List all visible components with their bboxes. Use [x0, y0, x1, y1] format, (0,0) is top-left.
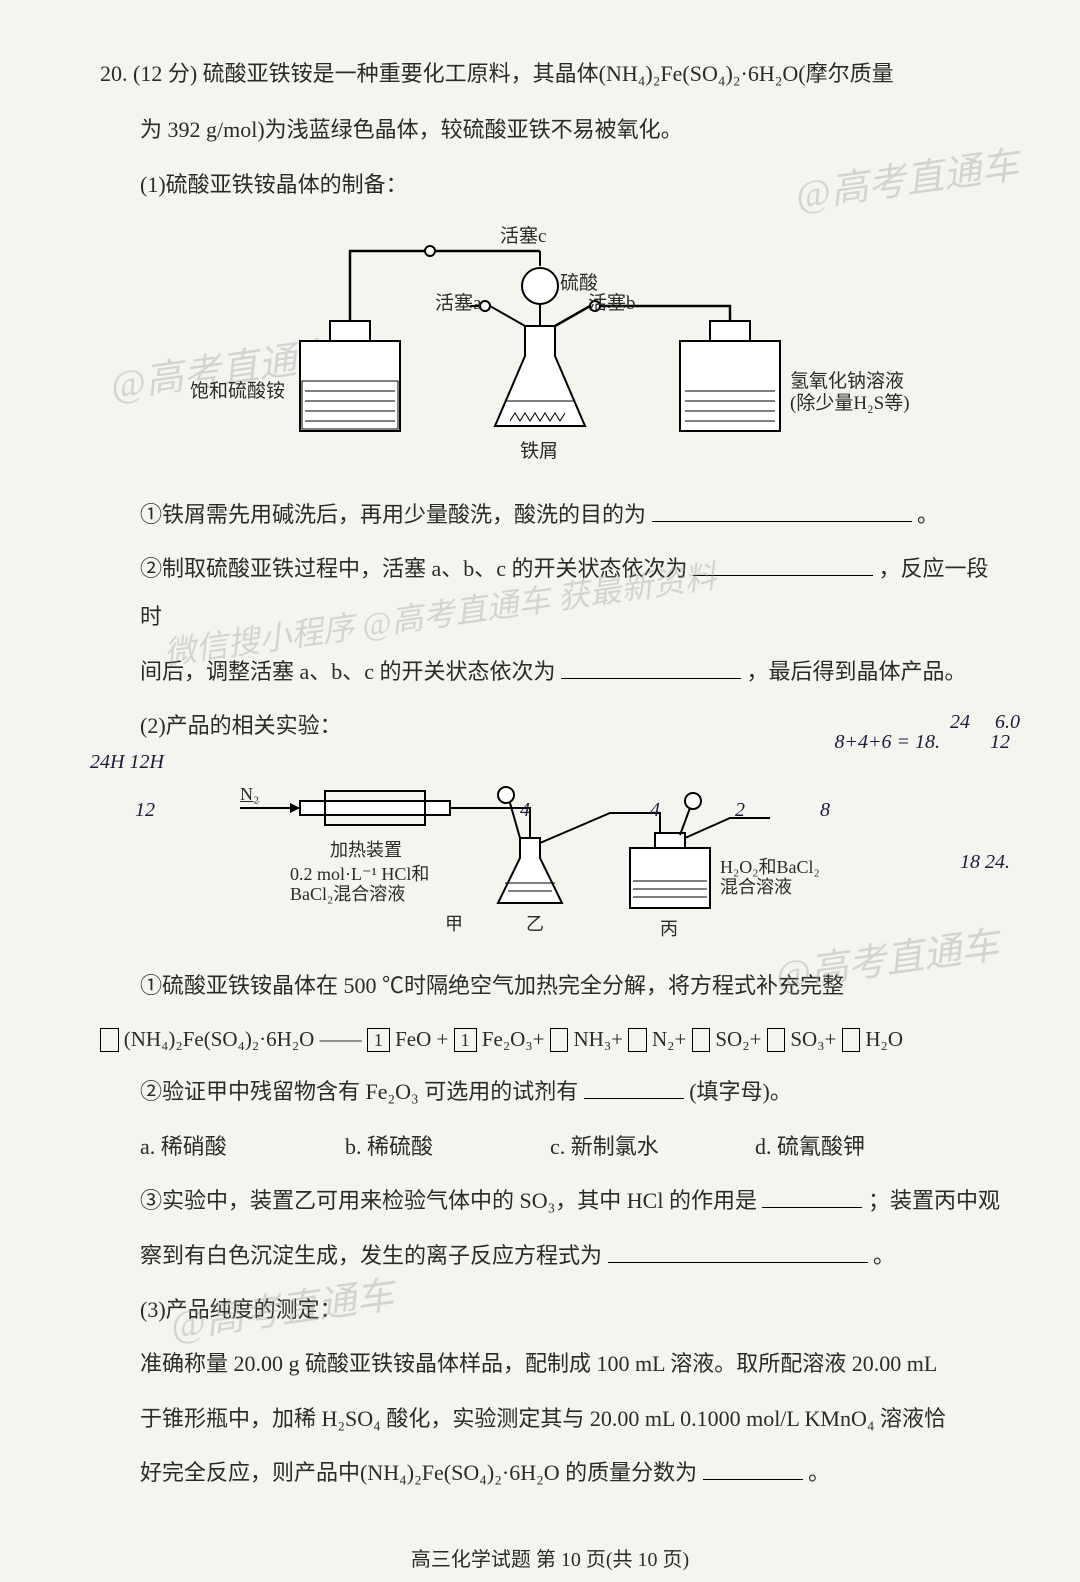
blank[interactable]	[703, 1479, 803, 1480]
text: ②制取硫酸亚铁过程中，活塞 a、b、c 的开关状态依次为	[140, 556, 688, 581]
text: 好完全反应，则产品中(NH₄)₂Fe(SO₄)₂·6H₂O 的质量分数为	[140, 1460, 697, 1485]
part1-item2a: ②制取硫酸亚铁过程中，活塞 a、b、c 的开关状态依次为 ，反应一段时	[100, 545, 1000, 642]
handwriting: 18 24.	[960, 840, 1010, 884]
handwriting: 4	[520, 788, 530, 832]
label-v1: 甲	[445, 905, 463, 945]
text: ；装置丙中观	[868, 1188, 1000, 1213]
eq-n2: N₂+	[652, 1027, 686, 1051]
text: ，最后得到晶体产品。	[747, 659, 967, 684]
text: 。	[808, 1460, 830, 1485]
handwriting: 24	[950, 700, 970, 744]
part1-item1: ①铁屑需先用碱洗后，再用少量酸洗，酸洗的目的为 。	[100, 491, 1000, 539]
label-stopper-b: 活塞b	[588, 283, 636, 325]
handwriting: 12	[135, 788, 155, 832]
eq-h2o: H₂O	[865, 1027, 903, 1051]
label-right-bottle2: (除少量H₂S等)	[790, 383, 910, 425]
coef-box[interactable]	[767, 1028, 786, 1052]
label-dropper1b: BaCl₂混合溶液	[290, 875, 405, 915]
blank[interactable]	[584, 1098, 684, 1099]
label-iron: 铁屑	[520, 431, 558, 473]
q-intro2: 为 392 g/mol)为浅蓝绿色晶体，较硫酸亚铁不易被氧化。	[100, 106, 1000, 154]
label-stopper-c: 活塞c	[500, 216, 546, 258]
eq-feo: FeO +	[395, 1027, 448, 1051]
part2-item1: ①硫酸亚铁铵晶体在 500 ℃时隔绝空气加热完全分解，将方程式补充完整	[100, 962, 1000, 1010]
coef-box[interactable]: 1	[454, 1028, 477, 1052]
handwriting: 8	[820, 788, 830, 832]
blank[interactable]	[762, 1207, 862, 1208]
label-left-bottle: 饱和硫酸铵	[190, 371, 285, 413]
equation: (NH₄)₂Fe(SO₄)₂·6H₂O —— 1 FeO + 1 Fe₂O₃+ …	[100, 1016, 1000, 1062]
coef-box[interactable]: 1	[367, 1028, 390, 1052]
part3-title: (3)产品纯度的测定：	[100, 1286, 1000, 1334]
part3-line1: 准确称量 20.00 g 硫酸亚铁铵晶体样品，配制成 100 mL 溶液。取所配…	[100, 1340, 1000, 1388]
option-b: b. 稀硫酸	[345, 1123, 550, 1171]
text: ①铁屑需先用碱洗后，再用少量酸洗，酸洗的目的为	[140, 502, 646, 527]
eq-lhs: (NH₄)₂Fe(SO₄)₂·6H₂O ——	[124, 1027, 362, 1051]
handwriting: 2	[735, 788, 745, 832]
label-stopper-a: 活塞a	[435, 283, 481, 325]
handwriting: 24H 12H	[90, 740, 164, 784]
coef-box[interactable]	[100, 1028, 119, 1052]
text: 间后，调整活塞 a、b、c 的开关状态依次为	[140, 659, 556, 684]
blank[interactable]	[608, 1262, 868, 1263]
blank[interactable]	[652, 521, 912, 522]
text: ②验证甲中残留物含有 Fe₂O₃ 可选用的试剂有	[140, 1079, 578, 1104]
option-d: d. 硫氰酸钾	[755, 1123, 960, 1171]
part2-item2: ②验证甲中残留物含有 Fe₂O₃ 可选用的试剂有 (填字母)。	[100, 1068, 1000, 1116]
options-row: a. 稀硝酸 b. 稀硫酸 c. 新制氯水 d. 硫氰酸钾	[100, 1123, 1000, 1171]
eq-so3: SO₃+	[790, 1027, 836, 1051]
eq-nh3: NH₃+	[574, 1027, 624, 1051]
coef-box[interactable]	[628, 1028, 647, 1052]
handwriting: 12	[990, 720, 1010, 764]
option-c: c. 新制氯水	[550, 1123, 755, 1171]
label-dropper2b: 混合溶液	[720, 868, 792, 908]
text: ③实验中，装置乙可用来检验气体中的 SO₃，其中 HCl 的作用是	[140, 1188, 757, 1213]
eq-fe2o3: Fe₂O₃+	[482, 1027, 545, 1051]
figure-1: 活塞c 硫酸 活塞a 活塞b 饱和硫酸铵 氢氧化钠溶液 (除少量H₂S等) 铁屑	[100, 221, 1000, 478]
page-footer: 高三化学试题 第 10 页(共 10 页)	[100, 1538, 1000, 1582]
blank[interactable]	[693, 575, 873, 576]
part2-item3a: ③实验中，装置乙可用来检验气体中的 SO₃，其中 HCl 的作用是 ；装置丙中观	[100, 1177, 1000, 1225]
part3-line2: 于锥形瓶中，加稀 H₂SO₄ 酸化，实验测定其与 20.00 mL 0.1000…	[100, 1395, 1000, 1443]
coef-box[interactable]	[692, 1028, 711, 1052]
question-intro: 20. (12 分) 硫酸亚铁铵是一种重要化工原料，其晶体(NH₄)₂Fe(SO…	[100, 50, 1000, 98]
q-points: (12 分)	[133, 61, 197, 86]
label-v3: 丙	[660, 910, 678, 950]
q-intro1: 硫酸亚铁铵是一种重要化工原料，其晶体(NH₄)₂Fe(SO₄)₂·6H₂O(摩尔…	[203, 61, 894, 86]
coef-box[interactable]	[842, 1028, 861, 1052]
text: 。	[917, 502, 939, 527]
part2-item3c: 察到有白色沉淀生成，发生的离子反应方程式为 。	[100, 1232, 1000, 1280]
label-n2: N₂	[240, 775, 259, 815]
text: (填字母)。	[689, 1079, 792, 1104]
part1-item2c: 间后，调整活塞 a、b、c 的开关状态依次为 ，最后得到晶体产品。	[100, 648, 1000, 696]
text: 。	[873, 1243, 895, 1268]
option-a: a. 稀硝酸	[140, 1123, 345, 1171]
q-number: 20.	[100, 61, 128, 86]
text: 察到有白色沉淀生成，发生的离子反应方程式为	[140, 1243, 602, 1268]
blank[interactable]	[561, 678, 741, 679]
eq-so2: SO₂+	[715, 1027, 761, 1051]
handwriting: 4	[650, 788, 660, 832]
figure-2: N₂ 加热装置 0.2 mol·L⁻¹ HCl和 BaCl₂混合溶液 H₂O₂和…	[100, 763, 1000, 950]
part3-line3: 好完全反应，则产品中(NH₄)₂Fe(SO₄)₂·6H₂O 的质量分数为 。	[100, 1449, 1000, 1497]
part1-title: (1)硫酸亚铁铵晶体的制备：	[100, 161, 1000, 209]
handwriting: 8+4+6 = 18.	[835, 720, 941, 764]
coef-box[interactable]	[550, 1028, 569, 1052]
label-v2: 乙	[526, 905, 544, 945]
